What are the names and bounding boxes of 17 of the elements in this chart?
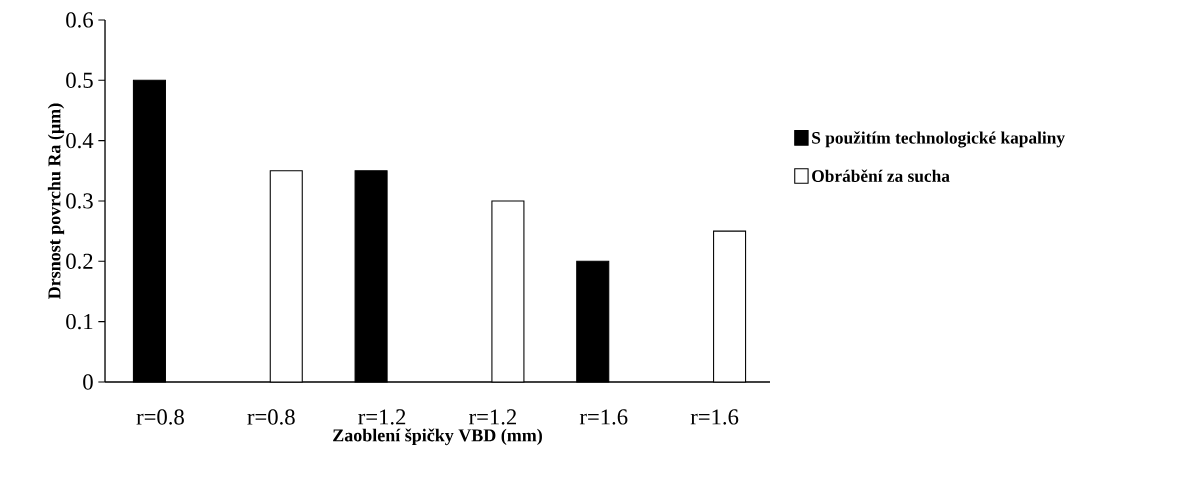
legend-label: S použitím technologické kapaliny [812,131,1065,148]
x-tick-label: r=1.2 [358,409,406,425]
y-axis-title: Drsnost povrchu Ra (µm) [47,103,65,299]
x-tick-label: r=1.6 [690,409,739,425]
y-tick-label: 0.2 [66,253,93,270]
y-tick-label: 0.4 [66,132,94,149]
y-tick-label: 0.5 [66,72,93,89]
x-tick-label: r=0.8 [136,409,184,425]
x-axis-title: Zaoblení špičky VBD (mm) [333,428,542,446]
y-tick-label: 0.1 [66,313,93,330]
x-tick-label: r=0.8 [247,409,295,425]
y-tick-label: 0.3 [66,193,93,209]
y-tick-label: 0.6 [66,12,93,28]
legend-label: Obrábění za sucha [812,169,950,182]
y-tick-label: 0 [83,374,93,390]
x-tick-label: r=1.2 [469,409,516,425]
x-tick-label: r=1.6 [579,409,628,425]
